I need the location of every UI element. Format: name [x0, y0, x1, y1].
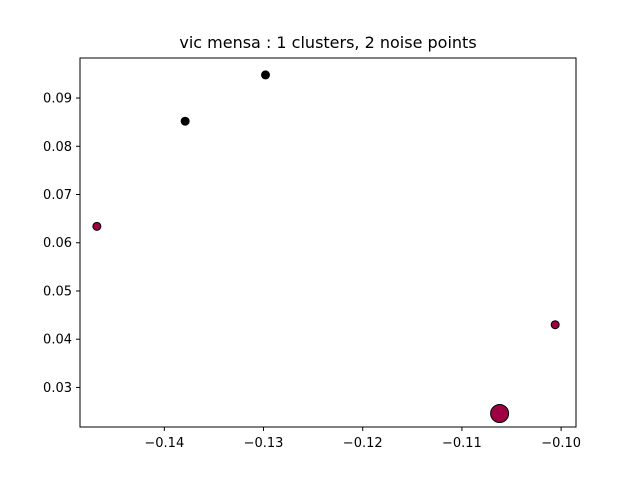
plot-frame — [79, 57, 577, 428]
noise-point — [180, 116, 190, 126]
y-tick-label: 0.05 — [43, 284, 72, 299]
x-tick-label: −0.14 — [144, 436, 184, 451]
noise-point — [261, 70, 271, 80]
y-tick-label: 0.07 — [43, 188, 72, 203]
x-tick-label: −0.13 — [244, 436, 284, 451]
cluster-point — [550, 320, 560, 330]
x-tick-label: −0.11 — [442, 436, 482, 451]
y-tick-label: 0.09 — [43, 92, 72, 107]
y-tick-label: 0.03 — [43, 381, 72, 396]
data-points — [92, 70, 560, 423]
y-tick-label: 0.08 — [43, 140, 72, 155]
y-tick-label: 0.04 — [43, 333, 72, 348]
x-tick-label: −0.10 — [541, 436, 581, 451]
x-tick-label: −0.12 — [343, 436, 383, 451]
y-tick-label: 0.06 — [43, 236, 72, 251]
axes: −0.14 −0.13 −0.12 −0.11 −0.10 0.03 0.04 0.05 0.0… — [43, 92, 581, 451]
cluster-point — [490, 403, 510, 423]
chart-title: vic mensa : 1 clusters, 2 noise points — [179, 33, 476, 52]
cluster-point — [92, 221, 102, 231]
